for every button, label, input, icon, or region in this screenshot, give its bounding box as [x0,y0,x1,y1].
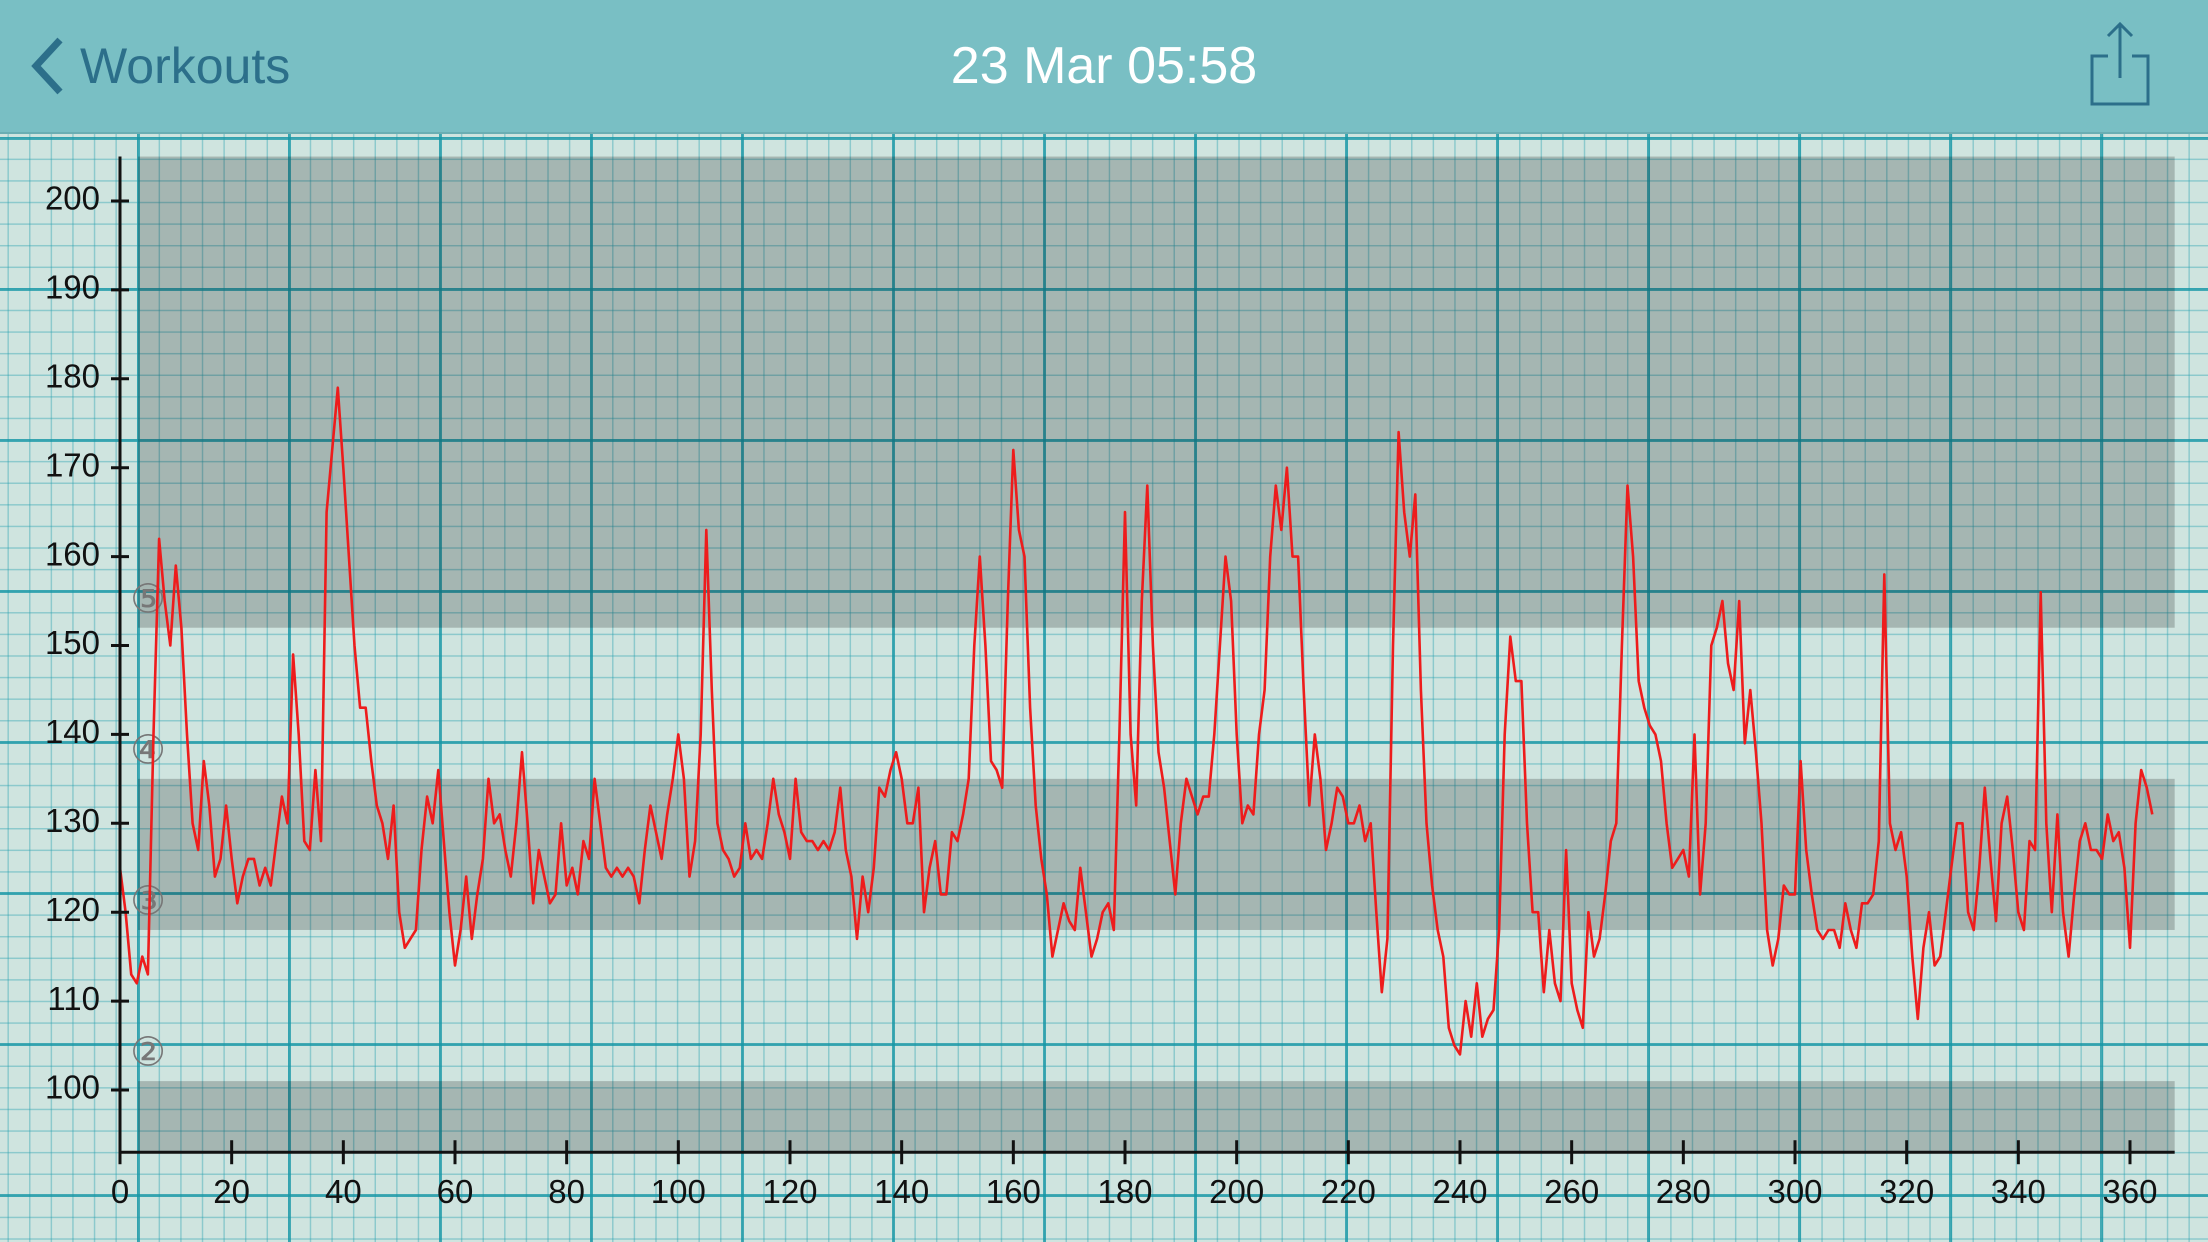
x-tick-label: 280 [1656,1173,1711,1210]
x-tick-label: 240 [1432,1173,1487,1210]
x-tick-label: 40 [325,1173,362,1210]
x-tick-label: 340 [1991,1173,2046,1210]
x-tick-label: 100 [651,1173,706,1210]
zone-band [138,156,2175,628]
x-tick-label: 320 [1879,1173,1934,1210]
x-tick-label: 60 [437,1173,474,1210]
y-tick-label: 200 [45,180,100,217]
x-tick-label: 200 [1209,1173,1264,1210]
zone-band [138,778,2175,930]
y-tick-label: 110 [47,980,100,1017]
x-tick-label: 80 [548,1173,585,1210]
y-tick-label: 190 [45,269,100,306]
x-tick-label: 140 [874,1173,929,1210]
back-chevron [31,37,63,95]
x-tick-label: 0 [111,1173,129,1210]
y-tick-label: 150 [45,624,100,661]
x-tick-label: 120 [762,1173,817,1210]
x-tick-label: 360 [2102,1173,2157,1210]
heart-rate-line [118,386,2154,1056]
zone-label: ④ [130,728,166,772]
zone-label: ⑤ [130,577,166,621]
y-tick-label: 120 [45,891,100,928]
zone-band [138,1081,2175,1153]
y-tick-label: 100 [45,1069,100,1106]
y-tick-label: 140 [45,713,100,750]
x-tick-label: 180 [1097,1173,1152,1210]
y-tick-label: 180 [45,358,100,395]
x-tick-label: 260 [1544,1173,1599,1210]
y-tick-label: 160 [45,535,100,572]
x-tick-label: 300 [1767,1173,1822,1210]
graph-paper [0,134,2208,1242]
nav-title: 23 Mar 05:58 [950,37,1258,95]
back-label: Workouts [80,38,291,94]
share-button[interactable] [2088,20,2152,108]
x-tick-label: 220 [1321,1173,1376,1210]
zone-label: ② [130,1031,166,1075]
x-tick-label: 160 [986,1173,1041,1210]
back-button[interactable]: Workouts [30,30,290,102]
y-tick-label: 130 [45,802,100,839]
nav-bar: Workouts 23 Mar 05:58 [0,0,2208,134]
y-tick-label: 170 [45,446,100,483]
x-tick-label: 20 [213,1173,250,1210]
